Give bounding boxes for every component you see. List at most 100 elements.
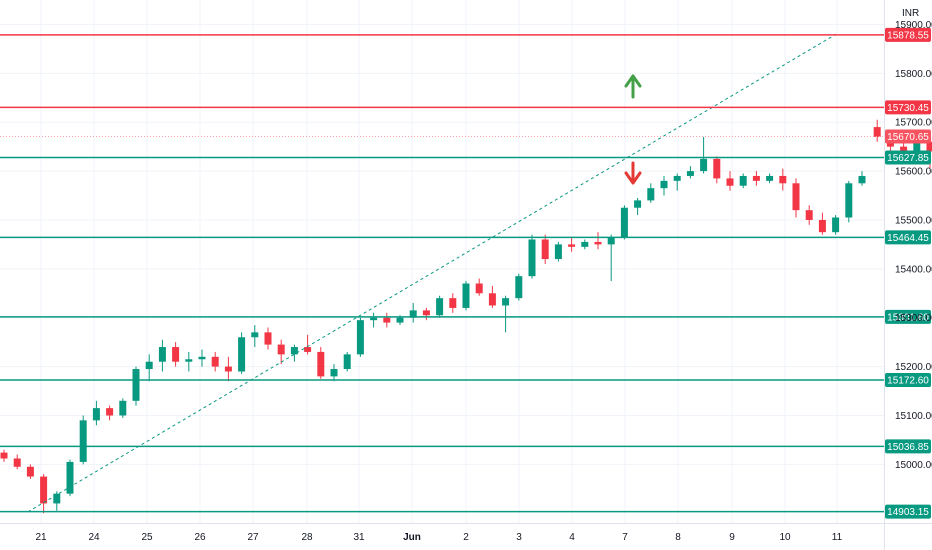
candle xyxy=(873,119,881,142)
x-tick-label: 21 xyxy=(35,532,47,543)
candle xyxy=(53,491,61,511)
level-label: 15464.45 xyxy=(887,233,929,244)
candle xyxy=(700,136,708,174)
y-tick-label: 15800.00 xyxy=(895,69,932,80)
candle xyxy=(211,351,219,372)
candle xyxy=(726,171,734,191)
candle xyxy=(106,405,114,421)
candle xyxy=(858,171,866,186)
level-label: 15627.85 xyxy=(887,153,929,164)
currency-label: INR xyxy=(902,8,919,19)
candle xyxy=(488,285,496,308)
candle xyxy=(515,273,523,301)
y-tick-label: 15300.00 xyxy=(895,313,932,324)
candle xyxy=(79,415,87,465)
candle xyxy=(462,281,470,311)
candle xyxy=(766,173,774,184)
trendline xyxy=(27,33,837,513)
arrows xyxy=(624,74,642,185)
level-label: 15670.65 xyxy=(887,132,929,143)
level: 15670.65 xyxy=(0,129,931,144)
y-tick-label: 15700.00 xyxy=(895,118,932,129)
candle xyxy=(40,474,48,514)
candle xyxy=(581,239,589,250)
candle xyxy=(92,400,100,426)
candle xyxy=(792,178,800,218)
candle xyxy=(805,205,813,225)
candle xyxy=(370,312,378,328)
candle xyxy=(647,183,655,203)
level-tag xyxy=(885,439,931,454)
level: 15627.85 xyxy=(0,150,931,165)
candle xyxy=(436,295,444,318)
candle xyxy=(132,366,140,406)
y-tick-label: 15100.00 xyxy=(895,411,932,422)
candle xyxy=(554,241,562,262)
candle xyxy=(0,449,8,462)
level-tag xyxy=(885,372,931,387)
arrow-down-icon xyxy=(624,161,642,185)
y-tick-label: 15000.00 xyxy=(895,460,932,471)
candle xyxy=(845,180,853,223)
candle xyxy=(13,454,21,470)
x-tick-label: 9 xyxy=(729,532,735,543)
level-tag xyxy=(885,27,931,42)
candle xyxy=(158,339,166,372)
candle xyxy=(66,459,74,497)
trendline-line xyxy=(27,33,837,513)
grid xyxy=(0,0,884,523)
candle xyxy=(449,293,457,313)
x-tick-label: 28 xyxy=(301,532,313,543)
candle xyxy=(673,173,681,191)
candle xyxy=(238,332,246,374)
y-tick-label: 15900.00 xyxy=(895,20,932,31)
candle xyxy=(330,364,338,382)
level-tag xyxy=(885,230,931,245)
levels: 15878.55 15730.45 15670.65 15627.85 15464.45… xyxy=(0,27,931,519)
candle xyxy=(713,156,721,184)
candle xyxy=(818,212,826,235)
level: 15878.55 xyxy=(0,27,931,42)
level: 15301.60 xyxy=(0,309,931,324)
level: 15730.45 xyxy=(0,100,931,115)
y-tick-label: 15600.00 xyxy=(895,167,932,178)
x-tick-label: 25 xyxy=(141,532,153,543)
level-label: 14903.15 xyxy=(887,507,929,518)
level: 14903.15 xyxy=(0,504,931,519)
candle xyxy=(779,168,787,191)
y-tick-label: 15500.00 xyxy=(895,215,932,226)
candle xyxy=(277,339,285,365)
candle xyxy=(224,356,232,382)
candle xyxy=(739,173,747,189)
level: 15172.60 xyxy=(0,372,931,387)
candle xyxy=(686,166,694,179)
y-tick-label: 15400.00 xyxy=(895,264,932,275)
candle xyxy=(620,205,628,240)
candle xyxy=(317,347,325,379)
candle xyxy=(568,237,576,252)
candle xyxy=(594,232,602,250)
x-tick-label: 31 xyxy=(353,532,365,543)
level: 15464.45 xyxy=(0,230,931,245)
level-tag xyxy=(885,100,931,115)
candle xyxy=(634,197,642,216)
candle xyxy=(198,349,206,367)
x-tick-label: 7 xyxy=(622,532,628,543)
x-tick-label: 8 xyxy=(675,532,681,543)
x-tick-label: 27 xyxy=(247,532,259,543)
level-label: 15036.85 xyxy=(887,442,929,453)
candle xyxy=(119,398,127,418)
candle xyxy=(356,317,364,357)
candle xyxy=(304,334,312,355)
candle xyxy=(26,464,34,480)
level-tag xyxy=(885,129,931,144)
candle xyxy=(264,327,272,350)
x-tick-label: 3 xyxy=(516,532,522,543)
x-tick-label: 26 xyxy=(194,532,206,543)
candle xyxy=(172,342,180,367)
level-label: 15172.60 xyxy=(887,375,929,386)
candle xyxy=(502,295,510,333)
